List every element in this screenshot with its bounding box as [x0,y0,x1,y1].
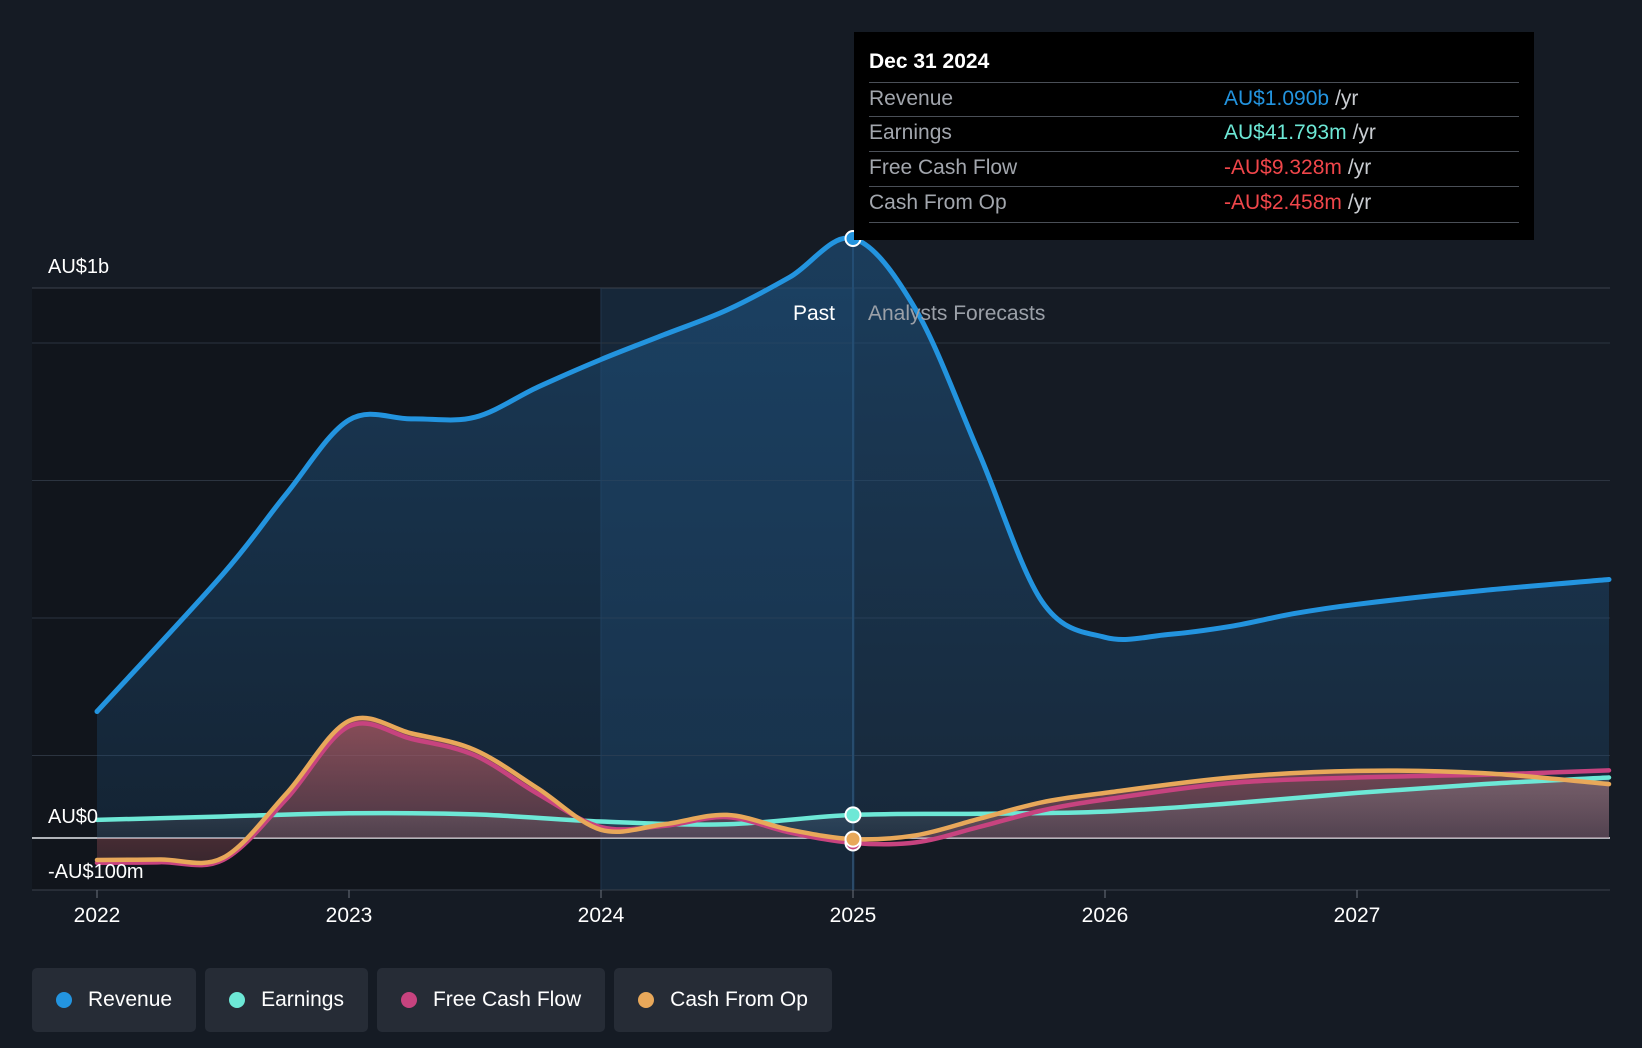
tooltip-value-text: AU$1.090b [1224,87,1330,110]
tooltip-value-text: AU$41.793m [1224,121,1347,144]
tooltip-unit: /yr [1347,156,1372,179]
tooltip-label: Revenue [869,87,954,110]
tooltip-divider [869,222,1519,223]
legend-label: Free Cash Flow [432,988,582,1011]
analysts-forecasts-label: Analysts Forecasts [868,302,1045,325]
tooltip-label: Cash From Op [869,191,1007,214]
tooltip-value-text: -AU$9.328m [1224,156,1342,179]
tooltip-value: -AU$2.458m/yr [1224,191,1371,215]
y-tick-label: AU$1b [48,256,109,278]
tooltip-value-text: -AU$2.458m [1224,191,1342,214]
x-tick-label: 2027 [1334,904,1381,927]
past-label: Past [793,302,835,325]
legend-label: Earnings [261,988,344,1011]
x-tick-label: 2024 [578,904,625,927]
earnings-area [97,777,1609,838]
tooltip-value: AU$1.090b/yr [1224,87,1358,111]
earnings-marker [844,806,862,824]
x-tick-label: 2023 [326,904,373,927]
legend-item-revenue[interactable]: Revenue [32,968,197,1032]
cash-from-op-dot-icon [638,992,655,1008]
legend-item-free-cash-flow[interactable]: Free Cash Flow [376,968,606,1032]
revenue-line [94,235,1612,714]
tooltip-date: Dec 31 2024 [869,50,990,73]
tooltip-value: -AU$9.328m/yr [1224,156,1371,180]
x-tick-label: 2022 [74,904,121,927]
cash-from-op-line [94,715,1612,866]
earnings-dot-icon [229,992,246,1008]
x-tick-label: 2025 [830,904,877,927]
tooltip-unit: /yr [1335,87,1359,110]
tooltip-row-free-cash-flow: Free Cash Flow -AU$9.328m/yr [869,151,1519,186]
tooltip-row-revenue: Revenue AU$1.090b/yr [869,82,1519,117]
tooltip-value: AU$41.793m/yr [1224,121,1376,145]
y-tick-label: -AU$100m [48,861,144,883]
tooltip-label: Earnings [869,121,952,144]
revenue-area [97,237,1609,839]
legend-label: Revenue [88,988,173,1011]
cash-from-op-marker [844,830,862,848]
hover-tooltip: Dec 31 2024 Revenue AU$1.090b/yr Earning… [854,32,1534,240]
revenue-dot-icon [56,992,72,1008]
y-tick-label: AU$0 [48,806,98,828]
x-tick-label: 2026 [1082,904,1129,927]
legend-item-cash-from-op[interactable]: Cash From Op [614,968,832,1032]
free-cash-flow-dot-icon [400,992,417,1008]
legend-item-earnings[interactable]: Earnings [205,968,368,1032]
tooltip-label: Free Cash Flow [869,156,1018,179]
label-layer: AU$1b AU$0 -AU$100m 2022 2023 2024 2025 2026 202… [48,256,1380,927]
tooltip-unit: /yr [1347,191,1372,214]
tooltip-row-earnings: Earnings AU$41.793m/yr [869,116,1519,151]
tooltip-row-cash-from-op: Cash From Op -AU$2.458m/yr [869,186,1519,221]
chart-legend: Revenue Earnings Free Cash Flow Cash Fro… [32,968,841,1032]
legend-label: Cash From Op [670,988,808,1011]
tooltip-unit: /yr [1352,121,1376,144]
